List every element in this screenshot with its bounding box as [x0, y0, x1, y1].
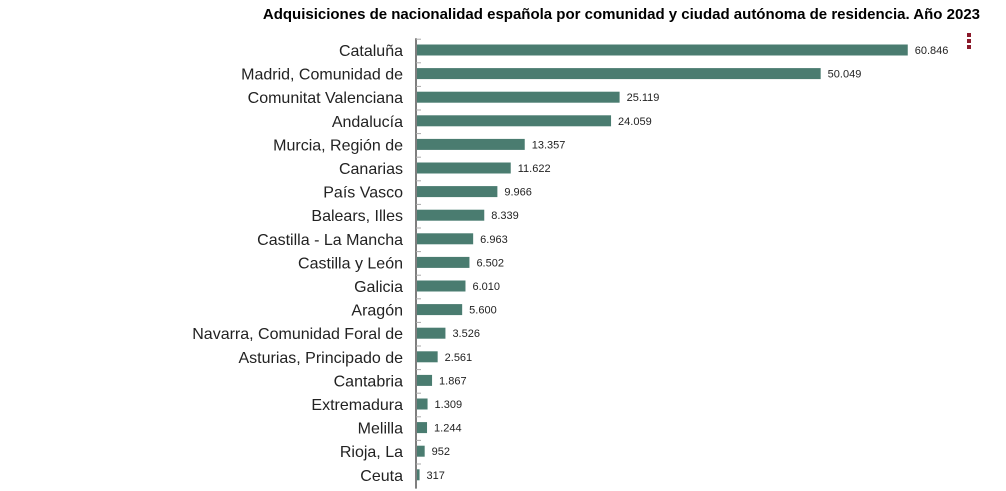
bar[interactable]: [417, 186, 498, 198]
bar[interactable]: [417, 138, 525, 150]
category-label: Ceuta: [360, 468, 403, 485]
bar[interactable]: [417, 327, 446, 339]
category-label: Galicia: [354, 279, 403, 296]
chart-title: Adquisiciones de nacionalidad española p…: [262, 6, 980, 23]
value-label: 60.846: [915, 45, 949, 57]
value-label: 6.502: [476, 257, 504, 269]
vertical-dots-icon[interactable]: [966, 33, 972, 51]
category-label: Castilla - La Mancha: [257, 232, 403, 249]
bar[interactable]: [417, 91, 620, 103]
bar[interactable]: [417, 44, 908, 56]
value-label: 9.966: [504, 187, 532, 199]
value-label: 3.526: [452, 328, 480, 340]
category-label: Comunitat Valenciana: [248, 90, 403, 107]
bar[interactable]: [417, 162, 511, 174]
bar[interactable]: [417, 280, 466, 292]
category-label: Extremadura: [311, 397, 403, 414]
value-label: 11.622: [518, 163, 551, 175]
bar[interactable]: [417, 233, 474, 245]
bar[interactable]: [417, 304, 463, 316]
value-label: 6.010: [472, 281, 500, 293]
value-label: 1.309: [435, 399, 463, 411]
value-label: 8.339: [491, 210, 519, 222]
bar[interactable]: [417, 351, 438, 363]
category-label: Asturias, Principado de: [238, 350, 403, 367]
bar[interactable]: [417, 256, 470, 268]
category-label: Cataluña: [339, 43, 403, 60]
category-label: Rioja, La: [340, 444, 403, 461]
value-label: 317: [427, 470, 445, 482]
value-label: 5.600: [469, 305, 497, 317]
bar[interactable]: [417, 374, 433, 386]
value-label: 50.049: [828, 69, 862, 81]
bar[interactable]: [417, 398, 428, 410]
value-label: 25.119: [627, 92, 660, 104]
bar[interactable]: [417, 115, 612, 127]
bar[interactable]: [417, 68, 821, 80]
category-label: Cantabria: [334, 373, 403, 390]
category-label: Murcia, Región de: [273, 137, 403, 154]
bar[interactable]: [417, 422, 428, 434]
bar[interactable]: [417, 469, 420, 481]
value-label: 24.059: [618, 116, 652, 128]
value-label: 6.963: [480, 234, 508, 246]
category-label: Madrid, Comunidad de: [241, 67, 403, 84]
value-label: 1.867: [439, 375, 467, 387]
category-label: Canarias: [339, 161, 403, 178]
category-label: Castilla y León: [298, 255, 403, 272]
category-label: Aragón: [351, 303, 403, 320]
bar[interactable]: [417, 209, 485, 221]
value-label: 2.561: [445, 352, 473, 364]
value-label: 952: [432, 446, 450, 458]
value-label: 13.357: [532, 139, 566, 151]
value-label: 1.244: [434, 423, 462, 435]
category-label: Melilla: [358, 421, 403, 438]
category-label: Navarra, Comunidad Foral de: [192, 326, 403, 343]
bar[interactable]: [417, 445, 425, 457]
category-label: País Vasco: [323, 185, 403, 202]
category-label: Andalucía: [332, 114, 403, 131]
category-label: Balears, Illes: [311, 208, 403, 225]
